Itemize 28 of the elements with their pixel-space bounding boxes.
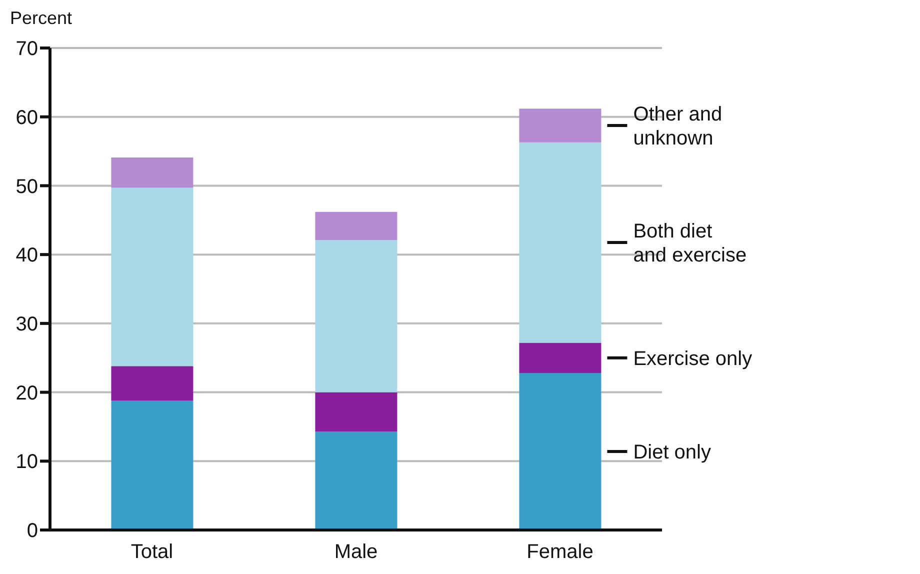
y-tick-label: 30 bbox=[16, 314, 38, 336]
bar bbox=[315, 240, 398, 392]
bar bbox=[111, 400, 194, 530]
series-label: Exercise only bbox=[633, 348, 752, 370]
bar bbox=[519, 142, 602, 343]
series-label: Both diet and exercise bbox=[633, 220, 747, 267]
bar bbox=[519, 108, 602, 142]
y-tick-label: 50 bbox=[16, 176, 38, 198]
bar bbox=[315, 392, 398, 432]
bar bbox=[111, 188, 194, 366]
y-tick-label: 20 bbox=[16, 382, 38, 404]
x-tick-label: Total bbox=[130, 541, 174, 564]
y-tick-label: 40 bbox=[16, 244, 38, 267]
bar bbox=[315, 212, 398, 240]
y-axis-title: Percent bbox=[10, 8, 72, 29]
x-tick-label: Female bbox=[526, 541, 594, 564]
bar bbox=[519, 342, 602, 374]
bar bbox=[315, 432, 398, 530]
y-tick-label: 10 bbox=[16, 451, 38, 474]
bar bbox=[519, 373, 602, 530]
y-tick-label: 0 bbox=[26, 520, 38, 542]
series-label: Diet only bbox=[633, 442, 712, 464]
y-tick-label: 60 bbox=[16, 106, 38, 129]
bar bbox=[111, 157, 194, 188]
y-tick-label: 70 bbox=[16, 38, 38, 60]
series-label: Other and unknown bbox=[633, 103, 722, 150]
bar bbox=[111, 366, 194, 401]
x-tick-label: Male bbox=[334, 541, 378, 564]
